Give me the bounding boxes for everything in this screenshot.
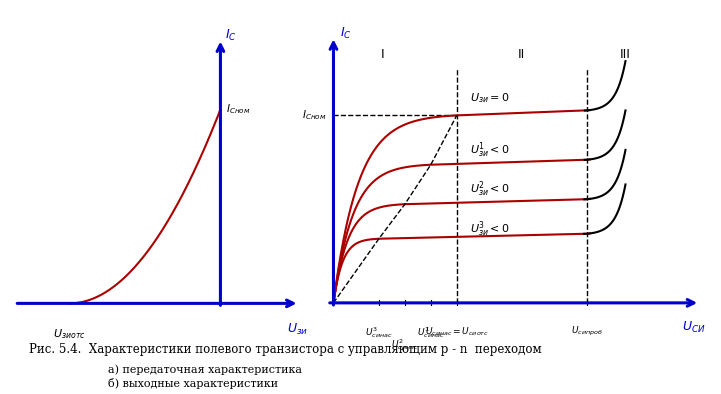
Text: $U_{си нас} = U_{си отс}$: $U_{си нас} = U_{си отс}$: [425, 325, 489, 338]
Text: $U_{си проб}$: $U_{си проб}$: [570, 325, 603, 338]
Text: I: I: [380, 48, 384, 61]
Text: $U^1_{зи} < 0$: $U^1_{зи} < 0$: [470, 140, 509, 160]
Text: $U^1_{си нас}$: $U^1_{си нас}$: [417, 325, 445, 340]
Text: $U_{СИ}$: $U_{СИ}$: [682, 320, 705, 335]
Text: $U^3_{зи} < 0$: $U^3_{зи} < 0$: [470, 219, 509, 239]
Text: б) выходные характеристики: б) выходные характеристики: [108, 378, 278, 389]
Text: $U^2_{зи} < 0$: $U^2_{зи} < 0$: [470, 180, 509, 199]
Text: III: III: [620, 48, 631, 61]
Text: $I_С$: $I_С$: [340, 26, 352, 41]
Text: $I_{Сном}$: $I_{Сном}$: [302, 108, 327, 122]
Text: $U^2_{си нас}$: $U^2_{си нас}$: [391, 337, 419, 352]
Text: II: II: [518, 48, 526, 61]
Text: $I_С$: $I_С$: [224, 28, 236, 43]
Text: $U_{зи отс}$: $U_{зи отс}$: [53, 327, 86, 341]
Text: $I_{Сном}$: $I_{Сном}$: [226, 102, 250, 117]
Text: $U^3_{си нас}$: $U^3_{си нас}$: [365, 325, 393, 340]
Text: $U_{зи} = 0$: $U_{зи} = 0$: [470, 91, 509, 105]
Text: а) передаточная характеристика: а) передаточная характеристика: [108, 364, 302, 375]
Text: Рис. 5.4.  Характеристики полевого транзистора с управляющим p - n  переходом: Рис. 5.4. Характеристики полевого транзи…: [29, 343, 541, 356]
Text: $U_{зи}$: $U_{зи}$: [287, 322, 308, 337]
